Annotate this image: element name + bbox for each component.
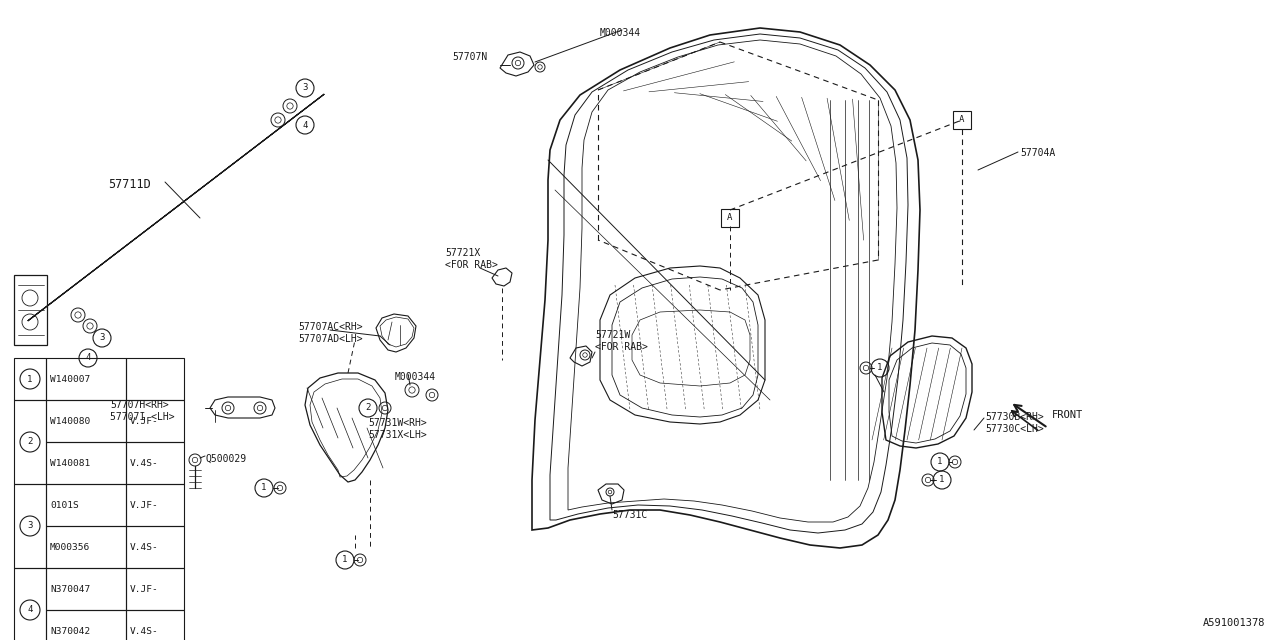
Text: W140081: W140081 <box>50 458 91 467</box>
Text: 4: 4 <box>302 120 307 129</box>
Text: 57731C: 57731C <box>612 510 648 520</box>
Bar <box>46 610 125 640</box>
Text: M000344: M000344 <box>396 372 436 382</box>
Text: <FOR RAB>: <FOR RAB> <box>445 260 498 270</box>
Text: 57707AC<RH>: 57707AC<RH> <box>298 322 362 332</box>
Text: 1: 1 <box>877 364 883 372</box>
Text: 57707H<RH>: 57707H<RH> <box>110 400 169 410</box>
Bar <box>14 400 46 484</box>
Text: 57731X<LH>: 57731X<LH> <box>369 430 426 440</box>
Text: V.4S-: V.4S- <box>131 543 159 552</box>
Bar <box>46 442 125 484</box>
Bar <box>46 568 125 610</box>
Bar <box>125 526 184 568</box>
Text: FRONT: FRONT <box>1052 410 1083 420</box>
Text: W140007: W140007 <box>50 374 91 383</box>
Text: 0101S: 0101S <box>50 500 79 509</box>
Text: V.JF-: V.JF- <box>131 584 159 593</box>
Bar <box>14 484 46 568</box>
Text: 57707N: 57707N <box>452 52 488 62</box>
Text: M000356: M000356 <box>50 543 91 552</box>
Bar <box>46 400 125 442</box>
Text: V.JF-: V.JF- <box>131 417 159 426</box>
Bar <box>954 111 972 129</box>
Text: 3: 3 <box>100 333 105 342</box>
Text: A: A <box>727 214 732 223</box>
Text: 57730B<RH>: 57730B<RH> <box>986 412 1043 422</box>
Bar <box>125 610 184 640</box>
Text: 1: 1 <box>940 476 945 484</box>
Text: 1: 1 <box>261 483 266 493</box>
Text: 57721W: 57721W <box>595 330 630 340</box>
Text: W140080: W140080 <box>50 417 91 426</box>
Bar <box>125 568 184 610</box>
Bar <box>46 484 125 526</box>
Text: 57707AD<LH>: 57707AD<LH> <box>298 334 362 344</box>
Text: N370042: N370042 <box>50 627 91 636</box>
Text: A: A <box>959 115 965 125</box>
Text: 57721X: 57721X <box>445 248 480 258</box>
Text: N370047: N370047 <box>50 584 91 593</box>
Text: V.JF-: V.JF- <box>131 500 159 509</box>
Text: A591001378: A591001378 <box>1202 618 1265 628</box>
Bar <box>46 526 125 568</box>
Text: V.4S-: V.4S- <box>131 627 159 636</box>
Text: M000344: M000344 <box>600 28 641 38</box>
Text: 1: 1 <box>27 374 33 383</box>
Text: 1: 1 <box>342 556 348 564</box>
Text: 4: 4 <box>27 605 33 614</box>
Text: 57704A: 57704A <box>1020 148 1055 158</box>
Bar <box>125 358 184 400</box>
Text: 4: 4 <box>86 353 91 362</box>
Text: V.4S-: V.4S- <box>131 458 159 467</box>
Bar <box>125 442 184 484</box>
Text: 57711D: 57711D <box>108 178 151 191</box>
Bar <box>46 358 125 400</box>
Bar <box>125 400 184 442</box>
Text: 2: 2 <box>365 403 371 413</box>
Text: 57730C<LH>: 57730C<LH> <box>986 424 1043 434</box>
Text: <FOR RAB>: <FOR RAB> <box>595 342 648 352</box>
Bar <box>14 358 46 400</box>
Bar <box>14 568 46 640</box>
Bar <box>125 484 184 526</box>
Bar <box>721 209 739 227</box>
Text: 3: 3 <box>27 522 33 531</box>
Text: 2: 2 <box>27 438 33 447</box>
Text: 3: 3 <box>302 83 307 93</box>
Text: 57731W<RH>: 57731W<RH> <box>369 418 426 428</box>
Text: 57707I <LH>: 57707I <LH> <box>110 412 174 422</box>
Text: 1: 1 <box>937 458 942 467</box>
Text: Q500029: Q500029 <box>205 454 246 464</box>
